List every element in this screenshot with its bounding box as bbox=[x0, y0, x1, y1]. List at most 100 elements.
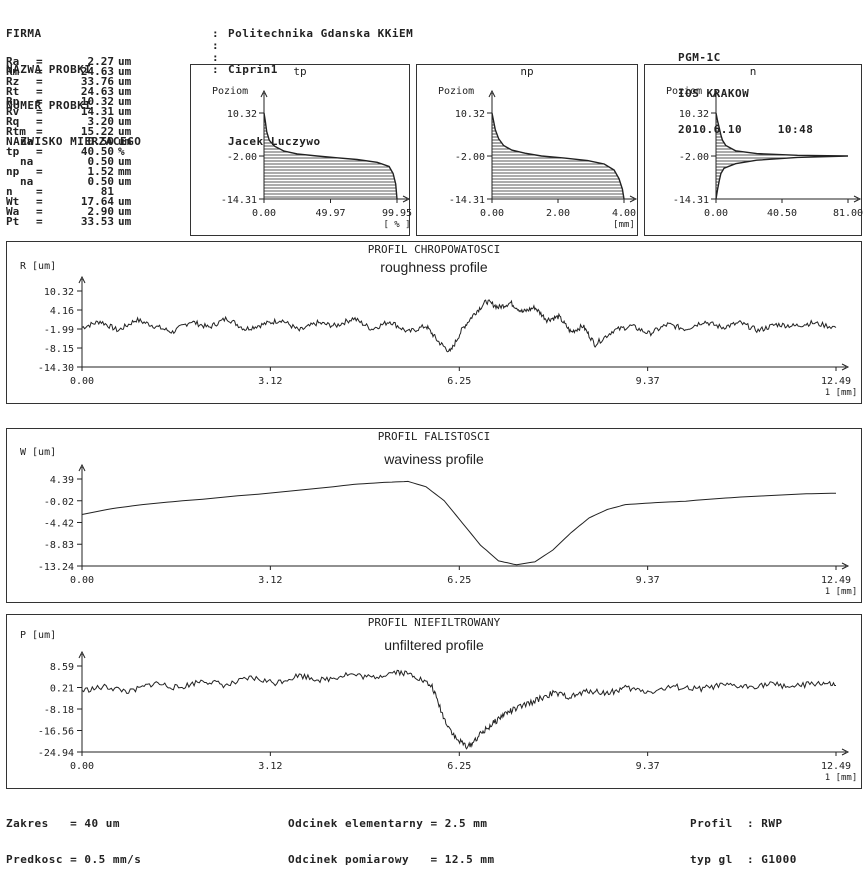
distribution-curve bbox=[263, 112, 398, 200]
parameter-unit: um bbox=[118, 205, 132, 218]
axis-arrow-right bbox=[853, 195, 862, 203]
parameter-name: np bbox=[6, 165, 20, 178]
axis-arrow-right bbox=[841, 748, 850, 756]
equals-sign: = bbox=[36, 165, 43, 178]
parameter-unit: um bbox=[118, 85, 132, 98]
profile-y-tick-label: 8.59 bbox=[50, 662, 74, 673]
profile-y-tick-label: -14.30 bbox=[38, 363, 74, 374]
profile-x-tick-label: 12.49 bbox=[821, 376, 851, 387]
profile-x-tick-label: 3.12 bbox=[258, 376, 282, 387]
parameter-subscript: na bbox=[20, 175, 34, 188]
equals-sign: = bbox=[36, 95, 43, 108]
profile-y-tick-label: 4.16 bbox=[50, 306, 74, 317]
profile-x-tick-label: 9.37 bbox=[636, 376, 660, 387]
profile-series-line bbox=[81, 480, 836, 566]
profile-y-tick-label: -16.56 bbox=[38, 727, 74, 738]
distribution-y-tick-label: -14.31 bbox=[449, 195, 485, 206]
profile-subtitle: unfiltered profile bbox=[384, 637, 484, 653]
parameter-unit: um bbox=[118, 55, 132, 68]
parameter-name: Wa bbox=[6, 205, 20, 218]
axis-arrow-up bbox=[78, 650, 86, 659]
label-nazwisko: NAZWISKO MIERZACEGO bbox=[6, 135, 142, 148]
parameter-row: np = 1.52 mm bbox=[6, 165, 186, 178]
equals-sign: = bbox=[36, 125, 43, 138]
predkosc-label: Predkosc bbox=[6, 853, 63, 866]
footer-left: Zakres = 40 um Predkosc = 0.5 mm/s bbox=[6, 817, 142, 866]
profile-x-tick-label: 0.00 bbox=[70, 376, 94, 387]
equals-sign: = bbox=[36, 85, 43, 98]
distribution-x-tick-label: 81.00 bbox=[833, 208, 863, 219]
parameter-value: 0.50 bbox=[87, 175, 115, 188]
np-chart-box bbox=[416, 64, 638, 236]
profile-title: PROFIL FALISTOSCI bbox=[378, 430, 491, 443]
profile-y-tick-label: -24.94 bbox=[38, 748, 74, 759]
distribution-x-label: [ % ] bbox=[383, 220, 410, 230]
axis-arrow-up bbox=[712, 89, 720, 98]
distribution-y-tick-label: -14.31 bbox=[221, 195, 257, 206]
axis-arrow-right bbox=[841, 562, 850, 570]
typ-label: typ gl bbox=[690, 853, 733, 866]
parameter-name: Rp bbox=[6, 95, 20, 108]
profile-y-tick-label: -13.24 bbox=[38, 562, 74, 573]
distribution-curve bbox=[715, 112, 849, 200]
profile-title: PROFIL CHROPOWATOSCI bbox=[368, 243, 500, 256]
parameter-unit: um bbox=[118, 135, 132, 148]
distribution-x-tick-label: 0.00 bbox=[704, 208, 728, 219]
parameter-value: 1.52 bbox=[87, 165, 115, 178]
odcinek-pomiarowy-label: Odcinek pomiarowy bbox=[288, 853, 410, 866]
profile-x-tick-label: 6.25 bbox=[447, 575, 471, 586]
distribution-y-tick-label: -2.00 bbox=[679, 152, 709, 163]
distribution-curve bbox=[491, 112, 625, 200]
charts-canvas: tp Poziom 10.32 -2.00 -14.31 0.00 49.97 99.95[ … bbox=[20, 65, 863, 783]
profile-subtitle: waviness profile bbox=[383, 451, 484, 467]
profile-x-label: 1 [mm] bbox=[825, 587, 858, 597]
distribution-x-tick-label: 2.00 bbox=[546, 208, 570, 219]
profile-x-label: 1 [mm] bbox=[825, 388, 858, 398]
parameter-value: 14.31 bbox=[80, 105, 114, 118]
axis-arrow-up bbox=[488, 89, 496, 98]
header-colons: :::: bbox=[212, 27, 220, 76]
odcinek-elementarny-value: 2.5 mm bbox=[444, 817, 488, 830]
n-chart-box bbox=[644, 64, 862, 236]
parameter-unit: um bbox=[118, 65, 132, 78]
parameter-name: Rq bbox=[6, 115, 20, 128]
distribution-ylabel: Poziom bbox=[212, 86, 248, 97]
parameter-value: 24.63 bbox=[80, 85, 114, 98]
parameter-row: Pt = 33.53 um bbox=[6, 215, 186, 228]
parameter-value: 2.90 bbox=[87, 205, 115, 218]
equals-sign: = bbox=[36, 205, 43, 218]
equals-sign: = bbox=[36, 105, 43, 118]
footer-right: Profil : RWP typ gl : G1000 bbox=[690, 817, 797, 866]
parameter-name: Wt bbox=[6, 195, 20, 208]
distribution-x-tick-label: 0.00 bbox=[252, 208, 276, 219]
distribution-y-tick-label: 10.32 bbox=[679, 109, 709, 120]
profile-y-tick-label: -8.15 bbox=[44, 344, 74, 355]
equals-sign: = bbox=[36, 215, 43, 228]
profil-value: RWP bbox=[761, 817, 783, 830]
parameter-unit: um bbox=[118, 115, 132, 128]
distribution-y-tick-label: -14.31 bbox=[673, 195, 709, 206]
device-name: PGM-1C bbox=[678, 51, 721, 64]
parameter-row: Rp = 10.32 um bbox=[6, 95, 186, 108]
profile-x-tick-label: 0.00 bbox=[70, 761, 94, 772]
profile-y-tick-label: 10.32 bbox=[44, 287, 74, 298]
parameter-row: Rtm = 15.22 um bbox=[6, 125, 186, 138]
distribution-title: tp bbox=[293, 65, 306, 78]
value-nazwa-probki: Ciprin1 bbox=[228, 63, 278, 76]
equals-sign: = bbox=[36, 195, 43, 208]
profile-y-label: P [um] bbox=[20, 630, 56, 641]
profile-series-line bbox=[81, 669, 836, 750]
profile-x-tick-label: 6.25 bbox=[447, 761, 471, 772]
parameter-value: 2.27 bbox=[87, 55, 115, 68]
parameter-row: Rz = 33.76 um bbox=[6, 75, 186, 88]
parameter-value: 33.76 bbox=[80, 75, 114, 88]
equals-sign: = bbox=[36, 115, 43, 128]
parameter-name: Rv bbox=[6, 105, 20, 118]
equals-sign: = bbox=[36, 55, 43, 68]
profile-y-label: R [um] bbox=[20, 261, 56, 272]
profile-y-tick-label: 0.21 bbox=[50, 683, 74, 694]
parameter-name: Rz bbox=[6, 75, 20, 88]
odcinek-pomiarowy-value: 12.5 mm bbox=[444, 853, 495, 866]
